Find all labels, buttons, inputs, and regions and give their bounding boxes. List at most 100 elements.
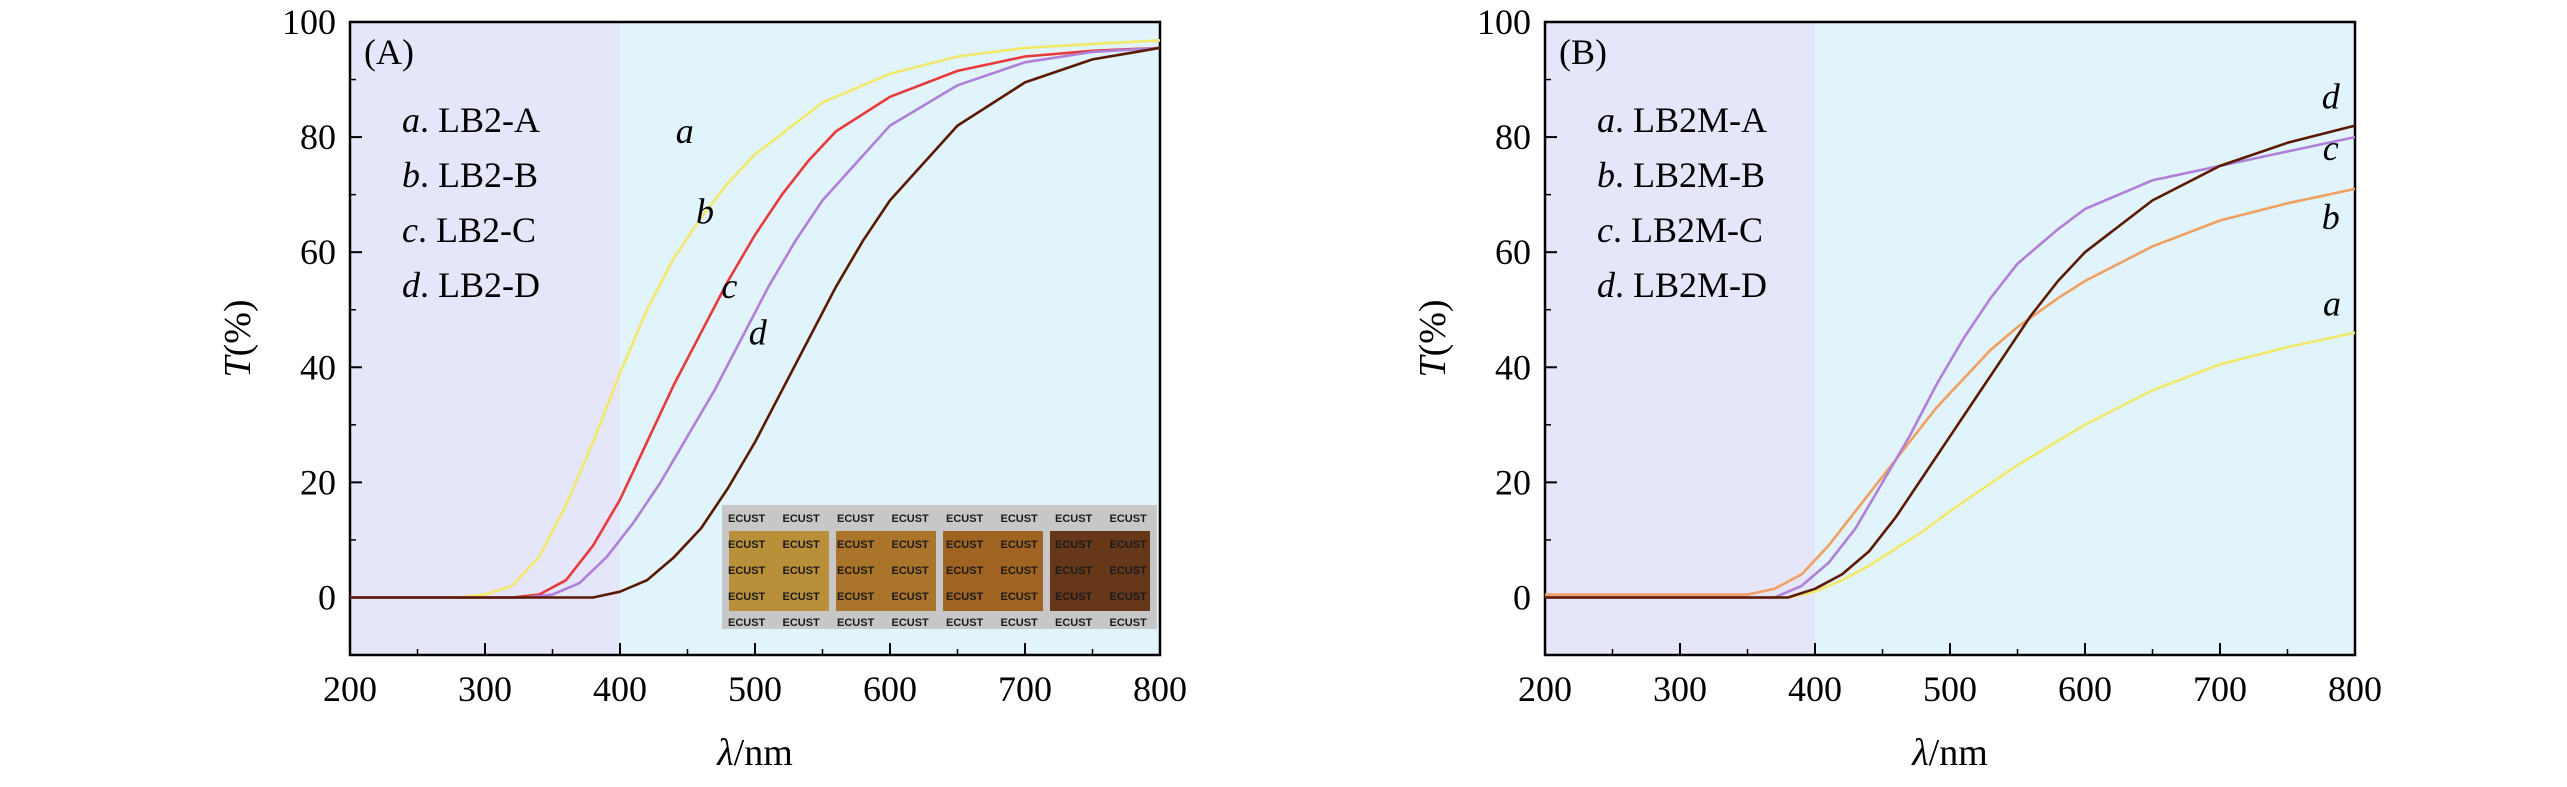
- y-tick-label: 100: [282, 2, 336, 42]
- legend-letter: a: [1597, 100, 1615, 140]
- inset-watermark-text: ECUST: [837, 513, 875, 525]
- inset-watermark-text: ECUST: [783, 565, 821, 577]
- series-line-a: [1545, 331, 2356, 599]
- legend-name: . LB2-C: [418, 210, 536, 250]
- curve-label-b: b: [696, 191, 714, 231]
- inset-watermark-text: ECUST: [946, 513, 984, 525]
- inset-watermark-text: ECUST: [1001, 513, 1039, 525]
- series-line-b: [350, 46, 1161, 599]
- inset-watermark-text: ECUST: [1001, 617, 1039, 629]
- inset-watermark-text: ECUST: [728, 513, 766, 525]
- x-tick-label: 200: [323, 669, 377, 709]
- y-axis-unit: (%): [1412, 299, 1454, 356]
- y-tick-label: 80: [1495, 117, 1531, 157]
- inset-watermark-text: ECUST: [1055, 617, 1093, 629]
- legend-name: . LB2M-C: [1613, 210, 1763, 250]
- inset-watermark-text: ECUST: [1055, 539, 1093, 551]
- y-tick-label: 40: [1495, 347, 1531, 387]
- legend-entry: c. LB2M-C: [1597, 210, 1763, 250]
- y-axis-label: T(%): [217, 299, 259, 377]
- inset-watermark-text: ECUST: [1001, 591, 1039, 603]
- y-tick-label: 100: [1477, 2, 1531, 42]
- legend-letter: d: [402, 265, 421, 305]
- x-tick-label: 600: [2058, 669, 2112, 709]
- inset-watermark-text: ECUST: [1055, 513, 1093, 525]
- curve-label-a: a: [676, 111, 694, 151]
- y-tick-label: 40: [300, 347, 336, 387]
- inset-watermark-text: ECUST: [1055, 565, 1093, 577]
- legend-entry: a. LB2M-A: [1597, 100, 1767, 140]
- y-axis-symbol: T: [1412, 354, 1454, 378]
- x-tick-label: 500: [1923, 669, 1977, 709]
- legend-name: . LB2M-A: [1615, 100, 1767, 140]
- inset-watermark-text: ECUST: [946, 617, 984, 629]
- legend-letter: b: [402, 155, 420, 195]
- y-tick-label: 60: [300, 232, 336, 272]
- curve-label-c: c: [2323, 128, 2339, 168]
- visible-region: [1815, 22, 2355, 655]
- y-tick-label: 20: [300, 462, 336, 502]
- legend-letter: b: [1597, 155, 1615, 195]
- inset-watermark-text: ECUST: [728, 617, 766, 629]
- y-axis-label: T(%): [1412, 299, 1454, 377]
- series-line-a: [350, 39, 1161, 599]
- curve-label-c: c: [721, 266, 737, 306]
- legend-entry: d. LB2-D: [402, 265, 540, 305]
- inset-watermark-text: ECUST: [892, 565, 930, 577]
- legend-letter: c: [1597, 210, 1613, 250]
- x-axis-unit: /nm: [734, 732, 793, 774]
- film-swatch: [729, 531, 829, 611]
- inset-watermark-text: ECUST: [1110, 539, 1148, 551]
- y-tick-label: 0: [1513, 577, 1531, 617]
- inset-watermark-text: ECUST: [728, 539, 766, 551]
- inset-watermark-text: ECUST: [783, 591, 821, 603]
- x-tick-label: 700: [2193, 669, 2247, 709]
- x-tick-label: 800: [1133, 669, 1187, 709]
- legend-letter: d: [1597, 265, 1616, 305]
- inset-watermark-text: ECUST: [1110, 591, 1148, 603]
- legend-name: . LB2M-B: [1615, 155, 1765, 195]
- y-axis-unit: (%): [217, 299, 259, 356]
- inset-watermark-text: ECUST: [728, 565, 766, 577]
- series-line-d: [1545, 124, 2356, 599]
- legend-entry: d. LB2M-D: [1597, 265, 1767, 305]
- inset-watermark-text: ECUST: [1110, 565, 1148, 577]
- legend-name: . LB2M-D: [1615, 265, 1767, 305]
- panel-label: (A): [364, 32, 414, 72]
- x-axis-unit: /nm: [1929, 732, 1988, 774]
- legend-entry: a. LB2-A: [402, 100, 540, 140]
- inset-watermark-text: ECUST: [1001, 539, 1039, 551]
- film-swatch: [1050, 531, 1150, 611]
- sample-photo-inset: ECUST ECUST ECUST ECUST ECUST ECUST ECUST ECUST…: [722, 505, 1157, 629]
- film-swatch: [943, 531, 1043, 611]
- x-axis-symbol: λ: [716, 732, 733, 774]
- series-line-c: [350, 46, 1161, 599]
- x-tick-label: 400: [593, 669, 647, 709]
- legend-name: . LB2-A: [420, 100, 540, 140]
- curve-label-a: a: [2323, 283, 2341, 323]
- legend-entry: b. LB2M-B: [1597, 155, 1765, 195]
- x-axis-label: λ/nm: [1911, 732, 1988, 774]
- inset-watermark-text: ECUST: [1110, 617, 1148, 629]
- chart-panel-a: ECUST ECUST ECUST ECUST ECUST ECUST ECUST ECUST…: [217, 2, 1187, 774]
- inset-watermark-text: ECUST: [946, 565, 984, 577]
- series-line-b: [1545, 187, 2356, 596]
- x-axis-label: λ/nm: [716, 732, 793, 774]
- legend-name: . LB2-D: [420, 265, 540, 305]
- inset-watermark-text: ECUST: [783, 513, 821, 525]
- y-tick-label: 20: [1495, 462, 1531, 502]
- inset-watermark-text: ECUST: [783, 617, 821, 629]
- uv-region: [1545, 22, 1815, 655]
- inset-watermark-text: ECUST: [728, 591, 766, 603]
- inset-watermark-text: ECUST: [837, 591, 875, 603]
- inset-watermark-text: ECUST: [1001, 565, 1039, 577]
- x-axis-symbol: λ: [1911, 732, 1928, 774]
- y-tick-label: 60: [1495, 232, 1531, 272]
- inset-watermark-text: ECUST: [892, 591, 930, 603]
- panel-label: (B): [1559, 32, 1607, 72]
- inset-watermark-text: ECUST: [1110, 513, 1148, 525]
- y-tick-label: 80: [300, 117, 336, 157]
- inset-watermark-text: ECUST: [837, 565, 875, 577]
- x-tick-label: 500: [728, 669, 782, 709]
